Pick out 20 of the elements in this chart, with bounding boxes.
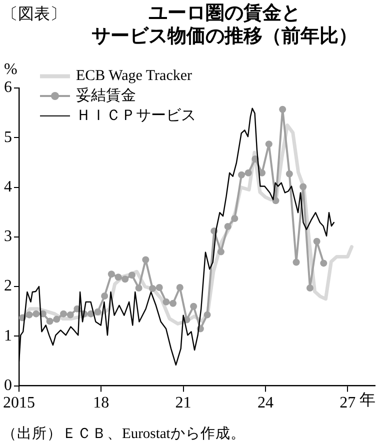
y-axis-title: % bbox=[4, 61, 18, 78]
x-tick-label: 2015 bbox=[3, 394, 35, 412]
y-tick-label: 6 bbox=[4, 79, 12, 96]
x-tick-label: 18 bbox=[93, 394, 110, 412]
y-tick-label: 3 bbox=[4, 228, 12, 246]
chart-title: ユーロ圏の賃金とサービス物価の推移（前年比） bbox=[90, 2, 358, 48]
legend-label: ＨＩＣＰサービス bbox=[76, 107, 196, 126]
x-tick-label: 24 bbox=[257, 394, 274, 412]
x-tick-label: 27 bbox=[340, 394, 356, 412]
y-tick-label: 5 bbox=[4, 128, 12, 146]
y-tick-label: 4 bbox=[4, 178, 12, 196]
legend-label: 妥結賃金 bbox=[76, 86, 136, 106]
text: （出所）ＥＣＢ、Eurostatから作成。 bbox=[2, 425, 246, 443]
x-axis-title: 年 bbox=[360, 392, 376, 410]
text: 〔図表〕 bbox=[2, 4, 66, 25]
y-tick-label: 2 bbox=[4, 278, 12, 295]
legend-label: ECB Wage Tracker bbox=[76, 67, 192, 86]
y-tick-label: 1 bbox=[4, 327, 12, 344]
y-tick-label: 0 bbox=[4, 377, 12, 394]
x-tick-label: 21 bbox=[175, 394, 192, 412]
